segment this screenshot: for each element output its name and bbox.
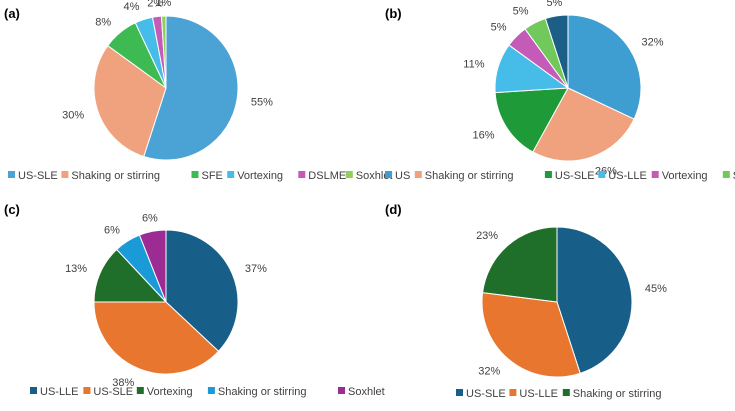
legend-entry: SFE — [733, 170, 735, 182]
pie-slice — [556, 226, 633, 374]
data-label: 55% — [251, 97, 273, 109]
legend-swatch — [562, 389, 570, 396]
pie-slice — [567, 14, 642, 120]
legend-swatch — [191, 171, 199, 178]
legend-entry: Vortexing — [237, 170, 283, 182]
pie-slice — [93, 248, 168, 303]
pie-slice — [544, 14, 569, 89]
legend-entry: Vortexing — [147, 386, 193, 398]
legend-entry: Soxhlet — [356, 170, 393, 182]
legend-swatch — [227, 171, 235, 178]
legend-swatch — [61, 171, 69, 178]
legend-swatch — [338, 387, 345, 394]
legend-entry: Shaking or stirring — [573, 388, 662, 400]
data-label: 5% — [546, 0, 562, 9]
legend-swatch — [722, 171, 730, 178]
pie-slice — [143, 15, 239, 161]
pie-slice — [481, 292, 581, 378]
pie-slice — [160, 15, 167, 89]
legend-swatch — [598, 171, 606, 178]
legend-entry: US-LLE — [40, 386, 79, 398]
data-label: 37% — [245, 263, 267, 275]
panel-title: (b) — [385, 6, 402, 21]
data-label: 13% — [65, 263, 87, 275]
panel-title: (d) — [385, 202, 402, 217]
data-label: 4% — [123, 1, 139, 13]
legend-entry: US-LLE — [608, 170, 647, 182]
legend-swatch — [30, 387, 37, 394]
legend-entry: Shaking or stirring — [425, 170, 514, 182]
data-label: 23% — [476, 230, 498, 242]
data-label: 38% — [112, 377, 134, 389]
legend-entry: US — [395, 170, 410, 182]
pie-panel-4: (d) 45% 32% 23% US-SLE US-LLE Shaking or stirr… — [385, 202, 667, 400]
legend-swatch — [414, 171, 422, 178]
data-label: 16% — [472, 130, 494, 142]
pie-slice — [138, 229, 167, 303]
legend-swatch — [345, 171, 353, 178]
pie-slice — [165, 229, 239, 352]
legend-swatch — [8, 171, 15, 178]
legend-entry: Vortexing — [662, 170, 708, 182]
pie-panel-1: (a) 55% 30% 8% 4% 2%1% US-SLE Shaking or stirri… — [4, 0, 393, 182]
data-label: 6% — [104, 224, 120, 236]
panel-title: (c) — [4, 202, 20, 217]
pie-slice — [93, 301, 220, 375]
legend-swatch — [385, 171, 392, 178]
data-label: 5% — [513, 6, 529, 18]
legend-swatch — [456, 389, 463, 396]
legend-entry: Soxhlet — [348, 386, 385, 398]
legend-swatch — [651, 171, 659, 178]
pie-slice — [93, 44, 167, 158]
legend-entry: SFE — [202, 170, 223, 182]
data-label: 32% — [478, 366, 500, 378]
legend-swatch — [509, 389, 517, 396]
data-label: 11% — [463, 59, 484, 71]
legend-entry: Shaking or stirring — [71, 170, 160, 182]
legend-swatch — [83, 387, 91, 394]
data-label: 32% — [642, 36, 664, 48]
legend-entry: US-SLE — [93, 386, 133, 398]
legend-entry: US-LLE — [519, 388, 558, 400]
legend-swatch — [207, 387, 215, 394]
legend-entry: DSLME — [308, 170, 346, 182]
legend-swatch — [136, 387, 144, 394]
legend-entry: Shaking or stirring — [218, 386, 307, 398]
pie-slice — [482, 226, 558, 303]
data-label: 45% — [645, 283, 667, 295]
legend-swatch — [298, 171, 306, 178]
data-label: 8% — [95, 17, 111, 29]
pie-panel-2: (b)32%26%16%11%5%5%5%US Shaking or stirri… — [385, 0, 735, 182]
data-label: 6% — [142, 213, 158, 225]
legend-entry: US-SLE — [18, 170, 58, 182]
legend-swatch — [544, 171, 552, 178]
data-label: 2% — [147, 0, 163, 10]
data-label: 1% — [155, 0, 171, 9]
data-label: 5% — [491, 22, 507, 34]
panel-title: (a) — [4, 6, 20, 21]
data-label: 30% — [62, 110, 84, 122]
legend-entry: US-SLE — [466, 388, 506, 400]
pie-panel-3: (c) 37% 38% 13% 6% 6% US-LLE US-SLE Vortexing Sha… — [4, 202, 385, 398]
legend-entry: US-SLE — [555, 170, 595, 182]
pie-slice — [494, 87, 569, 153]
